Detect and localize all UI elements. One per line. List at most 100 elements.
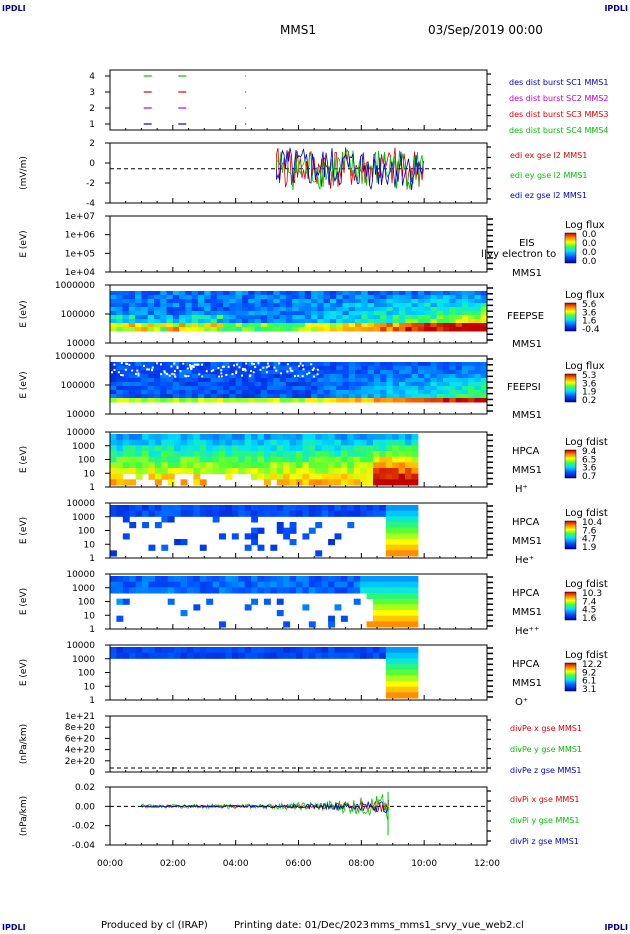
y-tick-label: 1000 (72, 655, 95, 665)
spectrogram-cell (360, 456, 368, 463)
spectrogram-cell (257, 587, 265, 594)
colorbar-tick-label: 3.6 (582, 464, 597, 474)
spectrogram-cell (461, 370, 469, 375)
spectrogram-cell (328, 587, 335, 594)
spectrogram-cell (366, 439, 374, 446)
spectrogram-cell (186, 647, 194, 654)
spectrogram-cell (141, 370, 149, 375)
data-gap (124, 368, 127, 371)
spectrogram-cell (122, 307, 130, 312)
spectrogram-cell (411, 533, 419, 540)
spectrogram-cell (302, 587, 310, 594)
spectrogram-cell (116, 307, 124, 312)
spectrogram-cell (353, 479, 361, 486)
legend-entry: divPi x gse MMS1 (510, 795, 579, 804)
spectrogram-cell (392, 456, 400, 463)
spectrogram-cell (285, 299, 293, 304)
y-tick-label: 1 (89, 120, 95, 130)
spectrogram-cell (186, 456, 194, 463)
spectrogram-cell (398, 439, 406, 446)
spectrogram-cell (276, 587, 284, 594)
spectrogram-cell (235, 398, 243, 403)
spectrogram-cell (199, 576, 207, 583)
spectrogram-cell (116, 473, 124, 480)
spectrogram-cell (308, 439, 316, 446)
spectrogram-cell (267, 291, 274, 296)
spectrogram-cell (135, 327, 142, 332)
spectrogram-cell (379, 505, 387, 512)
panel-frame (109, 215, 488, 273)
spectrogram-cell (223, 362, 230, 367)
y-tick-label: 4 (89, 72, 95, 82)
spectrogram-cell (328, 445, 335, 452)
spectrogram-cell (191, 370, 199, 375)
spectrogram-cell (179, 307, 186, 312)
spectrogram-cell (257, 581, 265, 588)
spectrogram-cell (273, 390, 281, 395)
spectrogram-cell (142, 522, 149, 529)
spectrogram-cell (411, 692, 419, 699)
spectrogram-cell (304, 299, 312, 304)
spectrogram-cell (329, 311, 337, 316)
spectrogram-cell (267, 327, 274, 332)
spectrogram-cell (336, 382, 343, 387)
spectrogram-cell (398, 604, 406, 611)
spectrogram-cell (367, 303, 375, 308)
spectrogram-cell (254, 362, 262, 367)
spectrogram-cell (373, 398, 381, 403)
spectrogram-cell (279, 362, 287, 367)
spectrogram-cell (347, 510, 355, 517)
spectrogram-cell (116, 576, 124, 583)
spectrogram-cell (380, 398, 387, 403)
spectrogram-cell (455, 315, 463, 320)
spectrogram-cell (153, 390, 161, 395)
spectrogram-cell (135, 315, 142, 320)
spectrogram-cell (317, 366, 325, 371)
spectrogram-cell (223, 311, 230, 316)
spectrogram-cell (340, 445, 348, 452)
spectrogram-cell (273, 327, 281, 332)
spectrogram-cell (148, 445, 156, 452)
spectrogram-cell (199, 445, 207, 452)
spectrogram-cell (160, 378, 168, 383)
spectrogram-cell (323, 386, 331, 391)
spectrogram-cell (315, 439, 323, 446)
spectrogram-cell (317, 303, 325, 308)
spectrogram-cell (276, 456, 284, 463)
spectrogram-cell (417, 362, 425, 367)
spectrogram-cell (257, 434, 265, 441)
spectrogram-cell (430, 299, 438, 304)
spectrogram-cell (360, 445, 368, 452)
spectrogram-cell (147, 394, 155, 399)
spectrogram-cell (355, 299, 362, 304)
spectrogram-cell (135, 462, 143, 469)
spectrogram-cell (386, 311, 394, 316)
spectrogram-cell (254, 323, 262, 328)
data-gap (220, 375, 223, 378)
spectrogram-cell (480, 378, 488, 383)
spectrogram-cell (154, 445, 162, 452)
spectrogram-cell (122, 581, 130, 588)
spectrogram-cell (361, 315, 369, 320)
spectrogram-cell (199, 587, 207, 594)
data-gap (299, 362, 302, 365)
spectrogram-cell (380, 394, 387, 399)
spectrogram-cell (392, 362, 400, 367)
spectrogram-cell (308, 473, 316, 480)
data-gap (232, 364, 235, 367)
spectrogram-cell (399, 374, 406, 379)
y-tick-label: 100 (78, 527, 95, 537)
spectrogram-cell (154, 462, 162, 469)
spectrogram-cell (323, 394, 331, 399)
spectrogram-cell (174, 505, 182, 512)
spectrogram-cell (348, 374, 356, 379)
x-tick-label: 08:00 (348, 859, 374, 869)
spacecraft-label: MMS1 (512, 339, 542, 350)
spectrogram-cell (174, 462, 182, 469)
spectrogram-cell (235, 370, 243, 375)
spectrogram-cell (267, 303, 274, 308)
data-gap (160, 373, 163, 376)
spectrogram-cell (302, 456, 310, 463)
spectrogram-cell (180, 462, 188, 469)
spectrogram-cell (379, 439, 387, 446)
